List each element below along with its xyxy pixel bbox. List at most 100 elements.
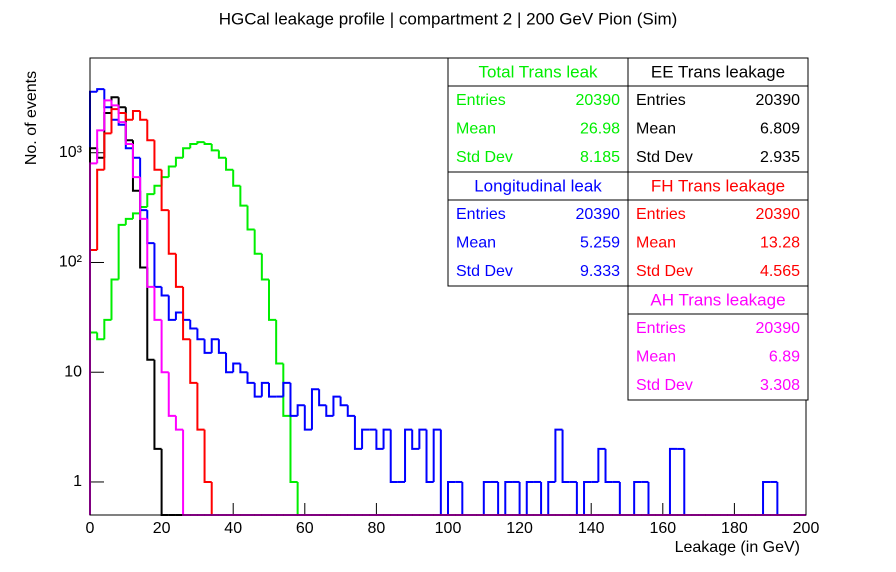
histogram-bin [203,339,212,354]
histogram-bin [547,480,556,515]
histogram-bin [117,105,126,124]
histogram-bin [253,229,262,255]
stat-value: 20390 [756,206,801,223]
histogram-bin [418,428,427,449]
histogram-bin [189,319,198,330]
histogram-bin [124,217,133,225]
stat-label: Std Dev [636,263,693,280]
histogram-bin [389,429,398,483]
histogram-bin [232,169,241,187]
histogram-bin [153,286,162,321]
histogram-bin [146,193,155,208]
stat-label: Mean [636,121,676,138]
histogram-bin [96,129,105,164]
histogram-bin [146,119,155,142]
histogram-bin [217,339,227,354]
stat-label: Std Dev [636,377,693,394]
stat-label: Mean [456,121,496,138]
stat-value: 20390 [576,206,621,223]
histogram-bin [139,177,148,220]
histogram-bin [318,389,327,407]
stat-value: 3.308 [760,377,800,394]
histogram-bin [282,363,291,417]
histogram-bin [239,185,248,207]
histogram-bin [346,405,355,417]
histogram-bin [182,147,191,158]
histogram-bin [117,223,126,280]
histogram-bin [668,447,678,515]
histogram-bin [447,480,456,515]
histogram-bin [225,157,234,171]
stats-box [447,57,629,173]
stats-box [627,285,809,401]
histogram-bin [167,372,176,417]
histogram-bin [139,111,148,121]
histogram-bin [203,429,212,483]
histogram-bin [182,286,191,341]
histogram-bin [404,428,413,482]
histogram-bin [246,205,255,231]
stats-boxes: Total Trans leak Entries 20390 Mean 26.98 Std… [447,57,809,401]
histogram-bin [189,339,198,384]
histogram-bin [225,352,234,374]
histogram-bin [232,362,241,373]
histogram-bin [160,169,169,212]
histogram-bin [110,278,119,320]
stat-label: Entries [456,206,506,223]
stats-box [627,57,809,173]
histogram-bin [153,140,162,171]
stat-value: 20390 [576,92,621,109]
histogram-bin [339,396,348,407]
stat-value: 26.98 [580,121,620,138]
histogram-bin [160,286,169,297]
histogram-bin [146,218,155,288]
histogram-bin [432,428,441,482]
histogram-bin [554,428,563,482]
histogram-bin [124,122,133,146]
histogram-bin [131,144,141,179]
histogram-bin [96,88,105,92]
stat-label: Entries [636,320,686,337]
y-tick-label: 1 [73,473,82,490]
y-tick-label: 10³ [59,144,83,161]
stat-label: Std Dev [456,263,513,280]
stat-value: 6.809 [760,121,800,138]
stat-label: Entries [636,92,686,109]
stat-label: Std Dev [456,149,513,166]
y-axis-label: No. of events [23,71,40,165]
stats-box [627,171,809,287]
x-tick-label: 180 [721,520,748,537]
stat-label: Entries [456,92,506,109]
histogram-bin [561,429,570,483]
histogram-bin [210,144,219,152]
histogram-bin [375,429,384,450]
histogram-bin [332,395,341,416]
x-tick-label: 120 [506,520,533,537]
legend-label: FH Trans leakage [651,176,785,195]
stat-label: Std Dev [636,149,693,166]
histogram-bin [604,448,613,483]
stats-box [447,171,629,287]
x-tick-label: 60 [296,520,314,537]
histogram-bin [382,428,391,449]
stat-value: 5.259 [580,235,620,252]
stat-label: Entries [636,206,686,223]
histogram-bin [762,480,771,515]
y-tick-label: 10² [59,254,83,271]
stat-value: 4.565 [760,263,800,280]
x-tick-label: 20 [153,520,171,537]
histogram-bin [210,338,219,353]
histogram-bin [217,150,227,159]
x-axis-label: Leakage (in GeV) [675,539,800,556]
histogram-bin [174,156,184,167]
histogram-bin [203,142,212,146]
y-tick-label: 10 [64,363,82,380]
histogram-bin [103,99,112,131]
stat-value: 20390 [756,320,801,337]
x-tick-label: 100 [435,520,462,537]
histogram-bin [174,415,184,431]
histogram-bin [196,328,205,341]
stat-label: Mean [456,235,496,252]
histogram-bin [583,480,592,515]
stat-value: 13.28 [760,235,800,252]
